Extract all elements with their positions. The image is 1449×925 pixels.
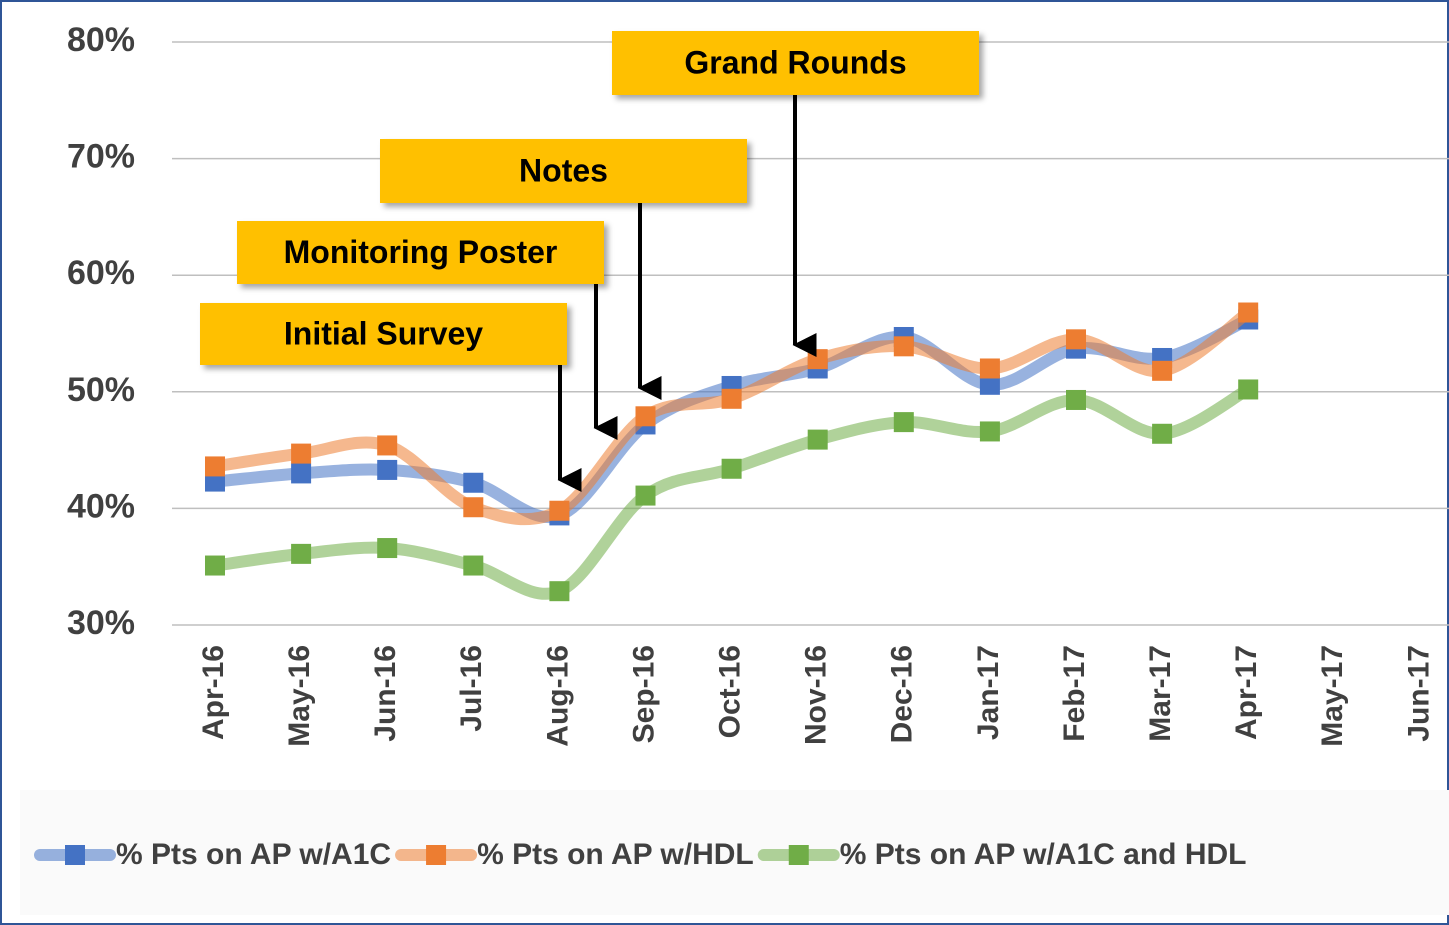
x-tick-label: Oct-16 (714, 645, 747, 738)
x-tick-label: Dec-16 (886, 645, 919, 743)
x-tick-label: Mar-17 (1144, 645, 1177, 742)
y-tick-label: 50% (67, 371, 135, 409)
x-tick-label: Jul-16 (455, 645, 488, 732)
legend-label: % Pts on AP w/HDL (477, 838, 754, 871)
legend-marker (65, 845, 85, 865)
y-tick-label: 40% (67, 487, 135, 525)
point (979, 358, 1000, 379)
y-tick-label: 70% (67, 138, 135, 176)
point (1066, 329, 1086, 350)
annotation: Grand Rounds (684, 44, 906, 80)
legend-label: % Pts on AP w/A1C (116, 838, 391, 871)
x-tick-label: Jun-16 (369, 645, 402, 742)
annotation: Monitoring Poster (284, 234, 558, 270)
annotation: Notes (519, 152, 608, 188)
point (291, 463, 312, 484)
point (549, 581, 570, 602)
legend-marker (788, 845, 809, 865)
point (1238, 379, 1259, 400)
point (377, 435, 398, 456)
x-tick-label: Aug-16 (541, 645, 574, 747)
legend-marker (426, 845, 447, 865)
annotation-box (380, 139, 747, 203)
annotation: Initial Survey (284, 315, 483, 351)
x-tick-label: May-17 (1316, 645, 1349, 747)
point (377, 459, 398, 480)
y-tick-label: 30% (67, 604, 135, 642)
point (721, 458, 742, 479)
annotation-box (237, 221, 604, 284)
legend-box (20, 790, 1449, 915)
point (377, 538, 398, 559)
x-tick-label: Feb-17 (1058, 645, 1091, 742)
x-tick-label: Jun-17 (1402, 645, 1435, 742)
point (807, 349, 828, 370)
point (291, 443, 312, 464)
annotation-box (200, 303, 567, 365)
point (979, 421, 1000, 442)
annotation-box (612, 31, 979, 95)
point (463, 472, 484, 493)
point (635, 485, 656, 506)
x-tick-label: Sep-16 (627, 645, 660, 743)
point (463, 555, 484, 576)
x-tick-label: Nov-16 (800, 645, 833, 745)
point (205, 555, 225, 576)
x-tick-label: Apr-17 (1230, 645, 1263, 740)
point (1152, 360, 1173, 381)
point (549, 500, 570, 521)
point (463, 497, 484, 518)
x-tick-label: Jan-17 (972, 645, 1005, 740)
point (205, 456, 225, 477)
point (893, 412, 914, 433)
point (205, 471, 225, 492)
point (635, 406, 656, 427)
y-tick-label: 80% (67, 21, 135, 59)
point (1066, 389, 1086, 410)
point (893, 336, 914, 357)
point (979, 374, 1000, 395)
x-tick-label: Apr-16 (197, 645, 230, 740)
y-tick-label: 60% (67, 254, 135, 292)
x-tick-label: May-16 (283, 645, 316, 747)
point (291, 543, 312, 564)
point (721, 388, 742, 409)
legend-label: % Pts on AP w/A1C and HDL (840, 838, 1247, 871)
point (1238, 302, 1259, 323)
point (807, 429, 828, 450)
point (1152, 423, 1173, 444)
